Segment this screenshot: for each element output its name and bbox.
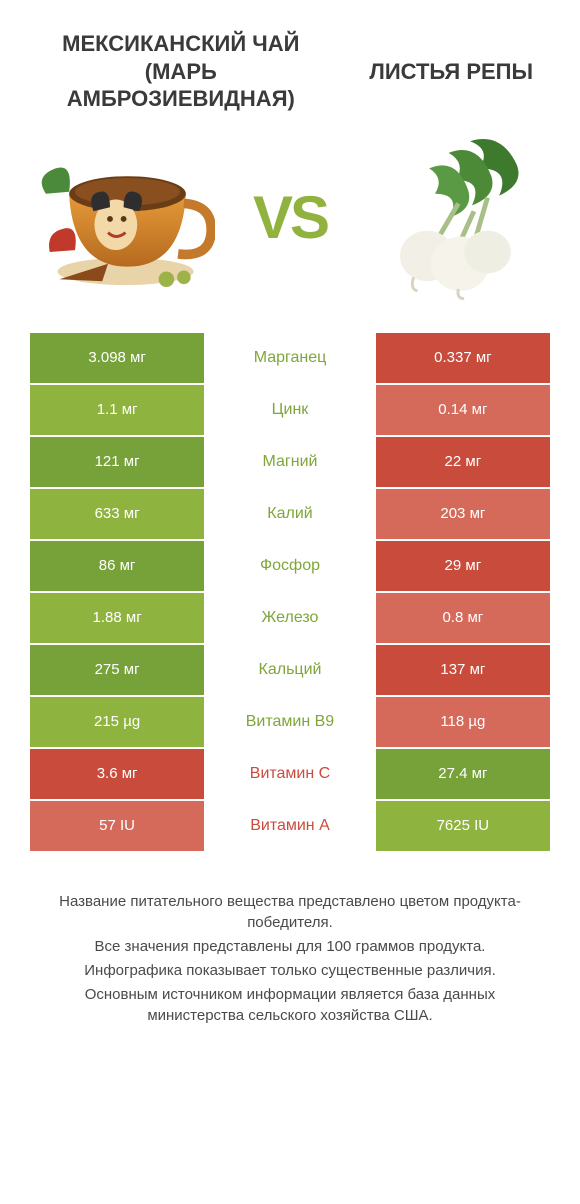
value-right: 27.4 мг — [376, 749, 550, 799]
title-right: ЛИСТЬЯ РЕПЫ — [352, 58, 550, 86]
value-right: 118 µg — [376, 697, 550, 747]
table-row: 121 мгМагний22 мг — [30, 437, 550, 487]
vs-row: VS — [30, 133, 550, 303]
table-row: 215 µgВитамин B9118 µg — [30, 697, 550, 747]
value-right: 0.8 мг — [376, 593, 550, 643]
nutrient-name: Кальций — [204, 645, 376, 695]
table-row: 1.1 мгЦинк0.14 мг — [30, 385, 550, 435]
value-left: 1.88 мг — [30, 593, 204, 643]
footer-line-1: Название питательного вещества представл… — [35, 891, 545, 935]
value-left: 3.098 мг — [30, 333, 204, 383]
table-row: 3.6 мгВитамин C27.4 мг — [30, 749, 550, 799]
value-right: 22 мг — [376, 437, 550, 487]
nutrient-name: Витамин B9 — [204, 697, 376, 747]
table-row: 3.098 мгМарганец0.337 мг — [30, 333, 550, 383]
tea-cup-icon — [40, 133, 215, 303]
table-row: 86 мгФосфор29 мг — [30, 541, 550, 591]
nutrient-name: Витамин C — [204, 749, 376, 799]
table-row: 275 мгКальций137 мг — [30, 645, 550, 695]
value-left: 275 мг — [30, 645, 204, 695]
value-right: 137 мг — [376, 645, 550, 695]
footer-line-2: Все значения представлены для 100 граммо… — [35, 936, 545, 958]
value-left: 86 мг — [30, 541, 204, 591]
nutrient-name: Железо — [204, 593, 376, 643]
value-right: 0.14 мг — [376, 385, 550, 435]
nutrient-name: Калий — [204, 489, 376, 539]
titles-row: МЕКСИКАНСКИЙ ЧАЙ (МАРЬ АМБРОЗИЕВИДНАЯ) Л… — [30, 30, 550, 113]
value-left: 3.6 мг — [30, 749, 204, 799]
table-row: 57 IUВитамин A7625 IU — [30, 801, 550, 851]
value-right: 203 мг — [376, 489, 550, 539]
nutrient-name: Магний — [204, 437, 376, 487]
footer-line-3: Инфографика показывает только существенн… — [35, 960, 545, 982]
value-left: 633 мг — [30, 489, 204, 539]
value-left: 121 мг — [30, 437, 204, 487]
comparison-table: 3.098 мгМарганец0.337 мг1.1 мгЦинк0.14 м… — [30, 333, 550, 851]
value-right: 0.337 мг — [376, 333, 550, 383]
value-left: 57 IU — [30, 801, 204, 851]
nutrient-name: Марганец — [204, 333, 376, 383]
nutrient-name: Фосфор — [204, 541, 376, 591]
nutrient-name: Цинк — [204, 385, 376, 435]
value-left: 1.1 мг — [30, 385, 204, 435]
vs-label: VS — [253, 183, 327, 252]
turnip-icon — [365, 133, 540, 303]
value-right: 29 мг — [376, 541, 550, 591]
food-image-right — [365, 133, 540, 303]
footer-notes: Название питательного вещества представл… — [30, 891, 550, 1028]
value-right: 7625 IU — [376, 801, 550, 851]
footer-line-4: Основным источником информации является … — [35, 984, 545, 1028]
food-image-left — [40, 133, 215, 303]
table-row: 633 мгКалий203 мг — [30, 489, 550, 539]
value-left: 215 µg — [30, 697, 204, 747]
table-row: 1.88 мгЖелезо0.8 мг — [30, 593, 550, 643]
title-left: МЕКСИКАНСКИЙ ЧАЙ (МАРЬ АМБРОЗИЕВИДНАЯ) — [30, 30, 332, 113]
nutrient-name: Витамин A — [204, 801, 376, 851]
